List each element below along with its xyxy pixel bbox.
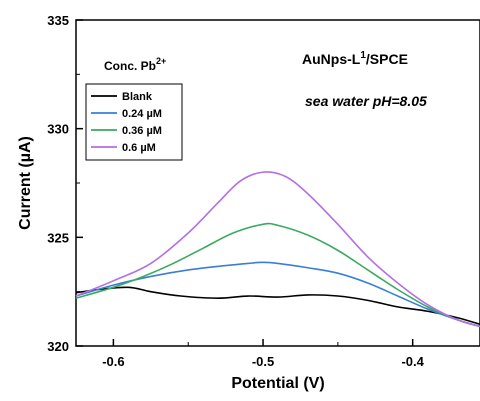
series-line bbox=[75, 222, 480, 328]
electrode-main: AuNps-L bbox=[302, 51, 361, 67]
legend-title-superscript: 2+ bbox=[156, 56, 166, 66]
plot-area bbox=[75, 19, 480, 347]
x-tick-label: -0.6 bbox=[102, 354, 124, 369]
x-axis: -0.6 -0.5 -0.4 bbox=[102, 339, 425, 369]
legend-title: Conc. Pb2+ bbox=[104, 56, 166, 73]
y-axis-title: Current (µA) bbox=[17, 136, 34, 230]
series-line bbox=[75, 286, 480, 326]
y-tick-label: 335 bbox=[47, 13, 69, 28]
legend: Blank 0.24 µM 0.36 µM 0.6 µM bbox=[85, 83, 183, 161]
y-axis: 320 325 330 335 bbox=[47, 13, 83, 354]
y-tick-label: 320 bbox=[47, 339, 69, 354]
x-axis-title: Potential (V) bbox=[231, 375, 324, 392]
x-tick-label: -0.5 bbox=[252, 354, 274, 369]
electrode-annotation: AuNps-L1/SPCE bbox=[302, 50, 408, 67]
legend-title-text: Conc. Pb bbox=[104, 59, 156, 73]
y-tick-label: 325 bbox=[47, 230, 69, 245]
legend-entry: 0.6 µM bbox=[122, 142, 156, 154]
series-line bbox=[75, 171, 480, 328]
x-tick-label: -0.4 bbox=[401, 354, 424, 369]
legend-entry: 0.36 µM bbox=[122, 125, 162, 137]
series-line bbox=[75, 261, 480, 328]
legend-entry: Blank bbox=[122, 91, 153, 103]
medium-annotation: sea water pH=8.05 bbox=[305, 93, 427, 109]
electrode-rest: /SPCE bbox=[366, 51, 408, 67]
electrode-superscript: 1 bbox=[360, 50, 366, 61]
y-tick-label: 330 bbox=[47, 122, 69, 137]
series-layer bbox=[75, 171, 480, 328]
legend-entry: 0.24 µM bbox=[122, 108, 162, 120]
